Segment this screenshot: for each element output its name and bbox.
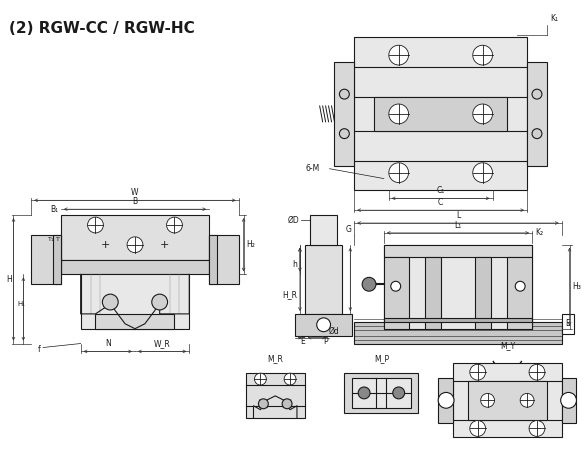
Circle shape [470,421,485,437]
Bar [562,314,573,334]
Bar [345,373,419,413]
Circle shape [473,45,492,65]
Text: f: f [38,345,41,354]
Bar [305,245,342,314]
Bar [335,62,354,166]
Text: L: L [456,211,460,220]
Circle shape [532,89,542,99]
Circle shape [389,45,409,65]
Text: (2) RGW-CC / RGW-HC: (2) RGW-CC / RGW-HC [9,21,194,36]
Text: B: B [133,197,137,206]
Circle shape [362,277,376,291]
Bar [468,381,547,419]
Circle shape [389,104,409,124]
Circle shape [127,237,143,253]
Text: K₂: K₂ [535,228,543,237]
Text: W_R: W_R [154,340,170,349]
Bar [295,314,352,336]
Bar [310,215,338,245]
Text: H₂: H₂ [247,240,255,249]
Circle shape [282,399,292,409]
Text: H₃: H₃ [572,282,581,291]
Bar [527,62,547,166]
Text: W: W [131,189,139,198]
Bar [80,274,189,329]
Circle shape [481,393,494,407]
Bar [562,378,576,423]
Bar [507,257,532,329]
Circle shape [520,393,534,407]
Bar [384,245,532,257]
Text: P: P [323,337,328,346]
Circle shape [438,392,454,408]
Text: M_R: M_R [267,354,283,363]
Circle shape [393,387,404,399]
Circle shape [152,294,167,310]
Text: h: h [292,260,297,269]
Circle shape [358,387,370,399]
Text: E: E [301,337,305,346]
Text: M_P: M_P [374,354,389,363]
Text: C₁: C₁ [437,186,445,195]
Text: L₁: L₁ [454,221,461,230]
Bar [384,245,532,329]
Circle shape [532,129,542,138]
Circle shape [255,373,266,385]
Text: N: N [105,340,111,349]
Circle shape [102,294,118,310]
Text: ØD: ØD [288,216,300,225]
Circle shape [167,217,183,233]
Circle shape [473,104,492,124]
Bar [245,373,305,418]
Circle shape [529,421,545,437]
Bar [426,257,441,329]
Text: +: + [100,240,110,250]
Circle shape [339,129,349,138]
Text: H: H [6,275,12,284]
Bar [352,378,410,408]
Circle shape [515,281,525,291]
Circle shape [470,364,485,380]
Bar [96,314,174,329]
Circle shape [391,281,401,291]
Bar [438,378,453,423]
Text: 6-M: 6-M [305,164,320,173]
Bar [209,235,217,284]
Bar [354,322,562,344]
Circle shape [561,392,576,408]
Bar [61,260,209,274]
Text: H_R: H_R [282,290,297,299]
Text: T: T [56,237,60,242]
Bar [61,215,209,260]
Circle shape [339,89,349,99]
Circle shape [87,217,103,233]
Text: E: E [565,319,570,328]
Bar [453,364,562,437]
Circle shape [284,373,296,385]
Bar [31,235,61,284]
Circle shape [473,163,492,183]
Bar [354,37,527,190]
Text: B₁: B₁ [50,205,58,214]
Bar [53,235,61,284]
Circle shape [258,399,268,409]
Text: Ød: Ød [329,327,339,336]
Text: M_Y: M_Y [500,341,515,350]
Bar [374,97,507,131]
Text: H₁: H₁ [18,301,25,307]
Bar [384,257,409,329]
Bar [209,235,239,284]
Text: T₁: T₁ [48,237,54,242]
Bar [384,318,532,322]
Circle shape [389,163,409,183]
Text: K₁: K₁ [550,14,558,23]
Text: +: + [160,240,169,250]
Circle shape [317,318,330,331]
Circle shape [529,364,545,380]
Text: G: G [345,226,351,235]
Bar [475,257,491,329]
Text: C: C [438,198,443,207]
